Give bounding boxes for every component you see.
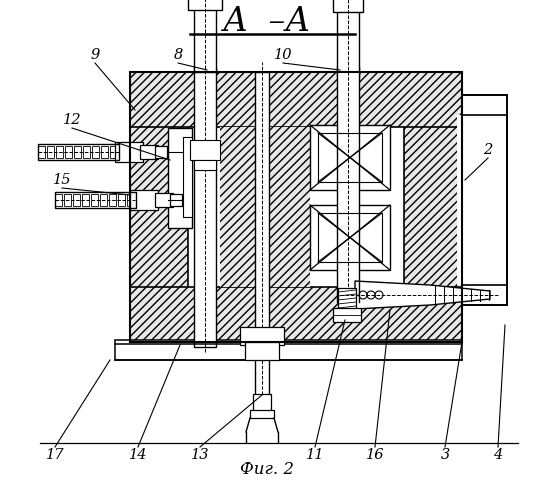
Bar — [333, 0, 363, 12]
Bar — [109, 194, 116, 206]
Bar — [337, 0, 359, 77]
Bar — [310, 205, 390, 270]
Bar — [240, 327, 284, 345]
Bar — [457, 115, 467, 285]
Bar — [64, 194, 71, 206]
Text: А  –А: А –А — [223, 6, 311, 38]
Text: 12: 12 — [63, 113, 81, 127]
Bar — [168, 128, 192, 228]
Bar — [130, 287, 462, 342]
Bar — [115, 142, 143, 162]
Bar — [155, 193, 173, 207]
Bar — [404, 72, 462, 342]
Bar — [110, 146, 117, 158]
Text: 3: 3 — [440, 448, 449, 462]
Text: 2: 2 — [484, 143, 493, 157]
Bar — [83, 146, 90, 158]
Text: 13: 13 — [191, 448, 209, 462]
Text: 4: 4 — [493, 448, 502, 462]
Bar — [130, 72, 462, 127]
Bar — [255, 72, 269, 395]
Bar — [82, 194, 89, 206]
Bar — [118, 194, 125, 206]
Bar — [245, 342, 279, 360]
Bar — [38, 144, 119, 160]
Bar — [462, 95, 507, 305]
Bar — [56, 146, 63, 158]
Bar — [253, 394, 271, 412]
Bar — [220, 127, 310, 287]
Bar — [130, 190, 158, 210]
Bar — [310, 125, 390, 190]
Text: 10: 10 — [274, 48, 292, 62]
Text: 9: 9 — [90, 48, 100, 62]
Bar — [38, 146, 45, 158]
Text: 11: 11 — [305, 448, 324, 462]
Bar — [333, 308, 361, 322]
Bar — [130, 72, 462, 342]
Bar — [338, 288, 356, 310]
Bar — [337, 67, 359, 302]
Text: 15: 15 — [53, 173, 71, 187]
Bar — [183, 137, 192, 217]
Text: 8: 8 — [173, 48, 182, 62]
Bar — [188, 0, 222, 10]
Polygon shape — [355, 281, 490, 309]
Bar — [130, 72, 188, 342]
Bar — [65, 146, 72, 158]
Bar — [250, 410, 274, 418]
Text: Фиг. 2: Фиг. 2 — [240, 462, 294, 478]
Bar — [318, 213, 382, 262]
Bar — [318, 133, 382, 182]
Bar — [127, 194, 134, 206]
Bar — [74, 146, 81, 158]
Bar — [47, 146, 54, 158]
Bar — [100, 194, 107, 206]
Bar — [92, 146, 99, 158]
Bar — [101, 146, 108, 158]
Bar — [115, 340, 462, 360]
Text: 14: 14 — [129, 448, 147, 462]
Bar — [462, 95, 507, 305]
Text: 16: 16 — [366, 448, 384, 462]
Bar — [190, 140, 220, 160]
Bar — [55, 194, 62, 206]
Bar — [194, 160, 216, 170]
Bar — [140, 145, 158, 159]
Bar — [194, 2, 216, 72]
Bar — [170, 194, 182, 206]
Bar — [73, 194, 80, 206]
Bar — [55, 192, 136, 208]
Bar — [194, 67, 216, 347]
Bar — [155, 146, 167, 158]
Bar — [91, 194, 98, 206]
Text: 17: 17 — [46, 448, 64, 462]
